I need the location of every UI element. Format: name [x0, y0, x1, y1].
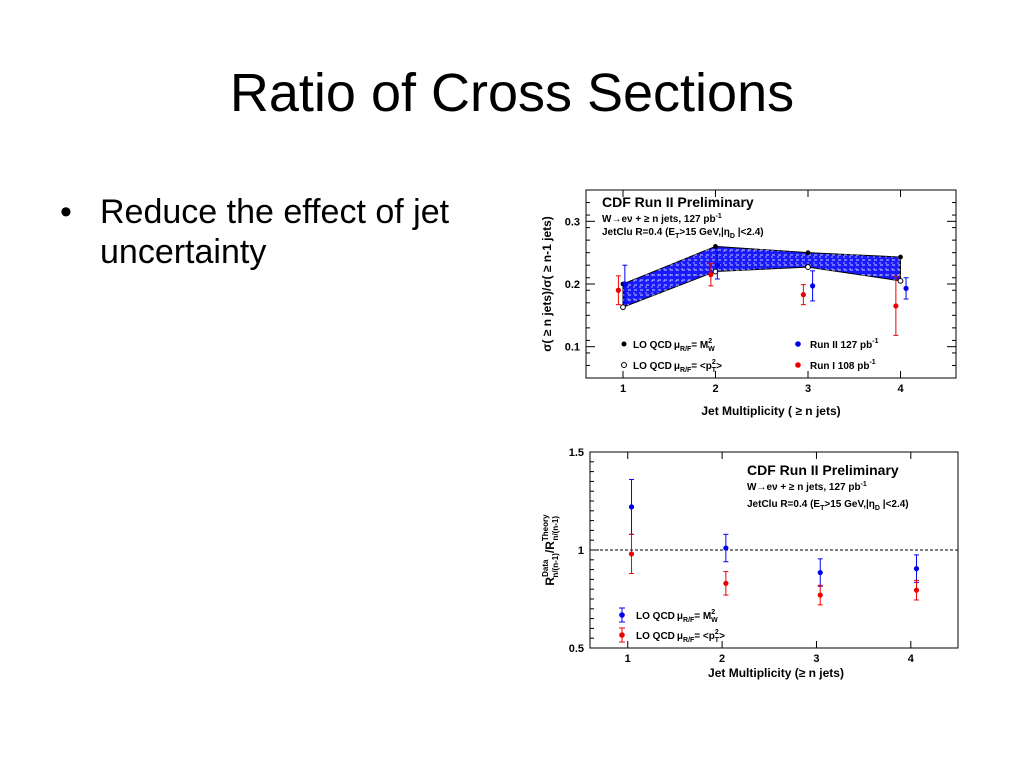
bullet-item: • Reduce the effect of jet uncertainty	[58, 192, 478, 272]
point-marker	[622, 281, 628, 287]
point-marker	[817, 569, 823, 576]
theory-marker-pt	[620, 304, 626, 311]
data-point	[708, 262, 714, 287]
data-point	[723, 533, 729, 563]
legend-label-run1: Run I 108 pb-1	[810, 359, 876, 372]
y-tick-label: 0.3	[565, 216, 580, 228]
data-point	[913, 554, 920, 583]
y-axis-label: RDatan/(n-1)/RTheoryn/(n-1)	[541, 514, 560, 586]
x-tick-label: 1	[620, 383, 626, 395]
y-tick-label: 0.1	[565, 342, 580, 354]
data-point	[817, 584, 823, 606]
legend-marker-run1	[795, 362, 801, 368]
chart-label-line2: JetClu R=0.4 (ET>15 GeV,|ηD |<2.4)	[747, 499, 909, 512]
legend-marker-open	[621, 362, 627, 368]
x-tick-label: 2	[712, 383, 718, 395]
point-marker	[615, 287, 621, 293]
data-points	[615, 244, 909, 336]
x-tick-label: 3	[813, 653, 819, 665]
point-marker	[913, 566, 920, 572]
data-point	[893, 275, 899, 336]
legend-label-run2: Run II 127 pb-1	[810, 338, 879, 351]
data-point	[622, 264, 628, 304]
point-marker	[800, 292, 806, 298]
theory-marker-mw	[898, 254, 903, 260]
axis-ticks: 1 2 3 4 0.5 1 1.5	[569, 447, 915, 665]
theory-marker-pt	[897, 277, 904, 284]
data-point	[714, 250, 720, 280]
point-marker	[723, 545, 729, 551]
data-point	[810, 270, 816, 302]
x-axis-label: Jet Multiplicity (≥ n jets)	[708, 666, 844, 680]
data-point	[628, 533, 635, 575]
point-marker	[913, 587, 920, 593]
theory-marker-pt	[712, 268, 719, 275]
ratio-chart-top: 1 2 3 4 0.1 0.2 0.3 CDF Run II Preliminary W→e…	[540, 189, 957, 418]
y-tick-label: 1	[578, 545, 584, 557]
legend-marker-filled	[621, 341, 627, 347]
slide-title: Ratio of Cross Sections	[229, 63, 795, 123]
chart-label-title: CDF Run II Preliminary	[747, 462, 899, 478]
bullet-list: • Reduce the effect of jet uncertainty	[58, 192, 478, 272]
legend-marker-pt	[619, 627, 625, 643]
point-marker	[817, 592, 823, 598]
point-marker	[893, 303, 899, 309]
point-marker	[810, 283, 816, 289]
theory-marker-mw	[805, 250, 811, 256]
point-marker	[628, 504, 635, 510]
chart-label-line2: JetClu R=0.4 (ET>15 GeV,|ηD |<2.4)	[602, 227, 764, 240]
legend-marker-run2	[795, 341, 801, 347]
bullet-dot-icon: •	[60, 193, 72, 231]
y-tick-label: 0.2	[565, 279, 580, 291]
theory-marker-pt	[805, 264, 811, 270]
data-point	[615, 275, 621, 306]
data-points	[628, 478, 920, 606]
point-marker	[628, 551, 635, 557]
chart-label-line1: W→eν + ≥ n jets, 127 pb-1	[602, 213, 722, 225]
legend-label-pt: LO QCD μR/F= <p2 T>	[636, 629, 725, 644]
point-marker	[708, 272, 714, 278]
legend-label-pt: LO QCD μR/F= <p2 T>	[633, 359, 722, 374]
legend-marker-mw	[619, 607, 625, 623]
x-axis-label: Jet Multiplicity ( ≥ n jets)	[701, 404, 840, 418]
data-point	[913, 579, 920, 601]
chart-label-title: CDF Run II Preliminary	[602, 194, 754, 210]
theory-marker-mw	[713, 244, 718, 249]
y-tick-label: 0.5	[569, 643, 584, 655]
chart-label-line1: W→eν + ≥ n jets, 127 pb-1	[747, 481, 867, 493]
data-point	[800, 284, 806, 306]
x-tick-label: 4	[908, 653, 915, 665]
point-marker	[903, 285, 909, 291]
x-tick-label: 3	[805, 383, 811, 395]
data-point	[723, 571, 729, 596]
point-marker	[723, 580, 729, 586]
y-tick-label: 1.5	[569, 447, 584, 459]
ratio-chart-bottom: 1 2 3 4 0.5 1 1.5 CDF Run II Preliminary W→eν …	[541, 447, 959, 680]
axis-ticks: 1 2 3 4 0.1 0.2 0.3	[565, 189, 956, 395]
data-point	[903, 277, 909, 300]
bullet-text: Reduce the effect of jet uncertainty	[100, 193, 450, 271]
legend-label-mw: LO QCD μR/F= M2 W	[633, 338, 715, 353]
y-axis-label: σ( ≥ n jets)/σ( ≥ n-1 jets)	[540, 216, 554, 352]
x-tick-label: 1	[625, 653, 631, 665]
x-tick-label: 4	[897, 383, 904, 395]
x-tick-label: 2	[719, 653, 725, 665]
point-marker	[714, 262, 720, 268]
legend-label-mw: LO QCD μR/F= M2 W	[636, 609, 718, 624]
